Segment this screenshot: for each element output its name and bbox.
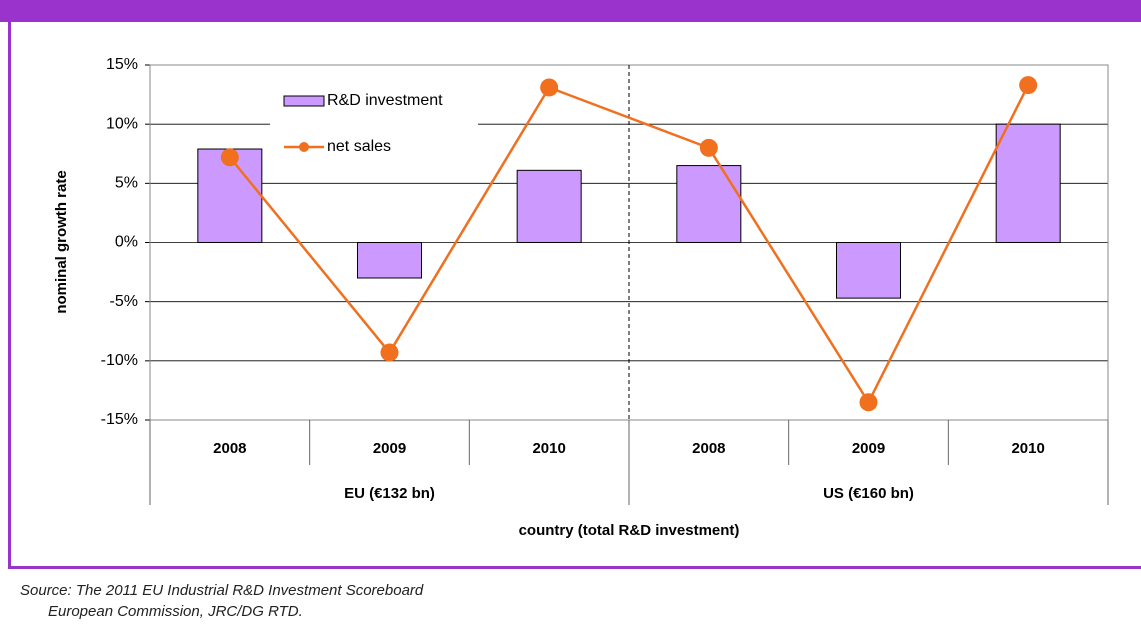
y-tick-label: 0% bbox=[115, 234, 138, 251]
bar bbox=[516, 169, 582, 243]
bar bbox=[836, 242, 901, 299]
x-tick-label: 2009 bbox=[852, 440, 885, 457]
bar bbox=[357, 242, 422, 279]
group-label: EU (€132 bn) bbox=[344, 485, 435, 502]
line bbox=[228, 84, 1030, 405]
marker bbox=[1019, 76, 1038, 95]
legend-swatch bbox=[283, 95, 325, 107]
legend-label: net sales bbox=[327, 138, 391, 155]
marker bbox=[859, 393, 878, 412]
y-axis-label: nominal growth rate bbox=[53, 170, 70, 313]
legend-swatch bbox=[299, 142, 309, 152]
y-tick-label: 5% bbox=[115, 175, 138, 192]
frame-bottom bbox=[8, 566, 1141, 569]
group-label: US (€160 bn) bbox=[823, 485, 914, 502]
y-tick-label: -5% bbox=[110, 293, 138, 310]
y-tick-label: 15% bbox=[106, 56, 138, 73]
frame-left bbox=[8, 22, 11, 569]
marker bbox=[380, 343, 399, 362]
bar bbox=[676, 165, 742, 243]
y-tick-label: 10% bbox=[106, 115, 138, 132]
x-tick-label: 2008 bbox=[692, 440, 725, 457]
source-line: European Commission, JRC/DG RTD. bbox=[48, 603, 303, 620]
header-bar bbox=[0, 0, 1141, 22]
marker bbox=[540, 78, 559, 97]
source-line: Source: The 2011 EU Industrial R&D Inves… bbox=[20, 582, 424, 599]
marker bbox=[220, 148, 239, 167]
y-tick-label: -10% bbox=[101, 352, 138, 369]
x-axis-label: country (total R&D investment) bbox=[519, 522, 740, 539]
marker bbox=[699, 138, 718, 157]
x-tick-label: 2010 bbox=[532, 440, 565, 457]
x-tick-label: 2008 bbox=[213, 440, 246, 457]
x-tick-label: 2009 bbox=[373, 440, 406, 457]
legend-label: R&D investment bbox=[327, 92, 443, 109]
bar bbox=[995, 123, 1061, 243]
x-tick-label: 2010 bbox=[1011, 440, 1044, 457]
y-tick-label: -15% bbox=[101, 411, 138, 428]
